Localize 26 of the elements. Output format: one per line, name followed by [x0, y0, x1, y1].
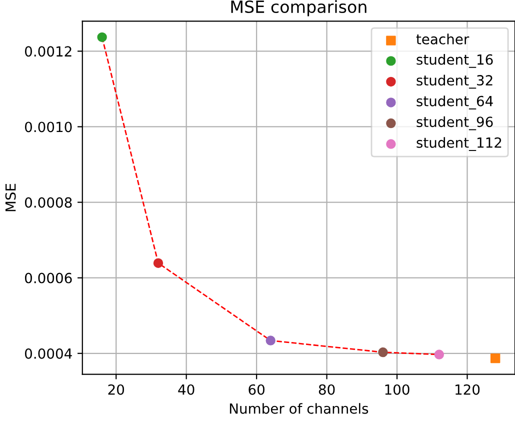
legend-label: student_96 [416, 116, 493, 130]
x-tick-label: 20 [108, 384, 124, 395]
legend-label: student_64 [416, 96, 493, 110]
point [490, 353, 500, 364]
point [378, 347, 388, 358]
x-axis-title: Number of channels [230, 403, 368, 414]
y-tick-label: 0.0012 [24, 46, 72, 57]
x-tick-label: 80 [318, 384, 335, 395]
x-tick-label: 60 [248, 384, 264, 395]
point [266, 336, 276, 346]
legend-label: student_112 [416, 137, 502, 151]
x-tick-label: 120 [456, 384, 480, 395]
x-tick-label: 40 [178, 384, 194, 395]
point [97, 32, 107, 42]
y-tick-label: 0.0010 [24, 122, 72, 132]
legend-label: student_32 [416, 74, 492, 89]
y-tick-label: 0.0006 [24, 272, 72, 284]
legend-label: teacher [416, 34, 470, 44]
y-tick-label: 0.0004 [24, 348, 72, 359]
point [434, 350, 444, 360]
y-axis-title: MSE [5, 184, 16, 212]
point [153, 258, 164, 268]
y-tick-label: 0.0008 [24, 197, 72, 208]
legend-label: student_16 [416, 54, 493, 68]
chart-title: MSE comparison [231, 0, 366, 16]
x-tick-label: 100 [385, 384, 410, 395]
